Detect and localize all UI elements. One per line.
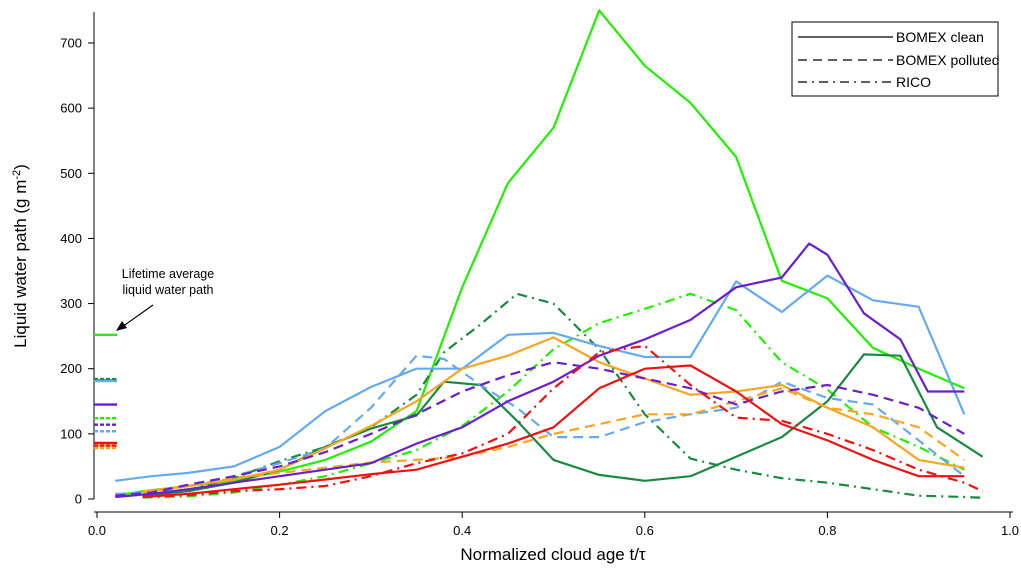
y-tick-label: 500 [60, 166, 82, 181]
x-tick-label: 1.0 [1001, 523, 1019, 538]
x-tick-label: 0.8 [818, 523, 836, 538]
y-tick-label: 300 [60, 296, 82, 311]
annotation-line-2: liquid water path [122, 283, 213, 297]
x-tick-label: 0.0 [88, 523, 106, 538]
legend-box [791, 21, 999, 97]
legend: BOMEX clean BOMEX polluted RICO [791, 21, 1000, 97]
y-tick-label: 400 [60, 231, 82, 246]
series-line [115, 274, 966, 482]
y-tick-label: 100 [60, 426, 82, 441]
series-line [142, 292, 983, 499]
series-line [115, 354, 965, 495]
y-axis-title-main: Liquid water path (g m [11, 180, 30, 348]
series-line [142, 387, 965, 493]
x-tick-label: 0.4 [453, 523, 471, 538]
legend-label-rico: RICO [896, 74, 931, 90]
annotation-arrowhead [116, 321, 127, 331]
y-tick-label: 0 [75, 492, 82, 507]
series-line [115, 9, 965, 497]
annotation-line-1: Lifetime average [122, 267, 214, 281]
y-tick-label: 200 [60, 361, 82, 376]
y-axis-title-close: ) [11, 164, 30, 170]
y-axis-title-unit-exponent: -2 [11, 170, 23, 180]
x-tick-label: 0.6 [636, 523, 654, 538]
x-axis-title: Normalized cloud age t/τ [460, 545, 646, 564]
axes: 0 100 200 300 400 500 600 700 0.0 0.2 0.4 0.6 0.8 1.… [60, 12, 1019, 538]
annotation-arrow-shaft [121, 304, 154, 328]
y-axis-title: Liquid water path (g m-2) [11, 164, 30, 348]
y-tick-label: 600 [60, 101, 82, 116]
y-ticks: 0 100 200 300 400 500 600 700 [60, 36, 94, 507]
series-line [142, 344, 984, 499]
series-line [142, 336, 965, 494]
x-tick-label: 0.2 [271, 523, 289, 538]
legend-label-bomex-clean: BOMEX clean [896, 29, 984, 45]
y-tick-label: 700 [60, 36, 82, 51]
lifetime-average-annotation: Lifetime average liquid water path [116, 267, 214, 331]
lifetime-average-marks [94, 333, 117, 450]
x-ticks: 0.0 0.2 0.4 0.6 0.8 1.0 [88, 512, 1019, 538]
series-line [115, 242, 965, 499]
legend-label-bomex-polluted: BOMEX polluted [896, 52, 1000, 68]
series-line [115, 361, 965, 497]
series-line [142, 364, 965, 499]
series-lines [115, 9, 984, 499]
